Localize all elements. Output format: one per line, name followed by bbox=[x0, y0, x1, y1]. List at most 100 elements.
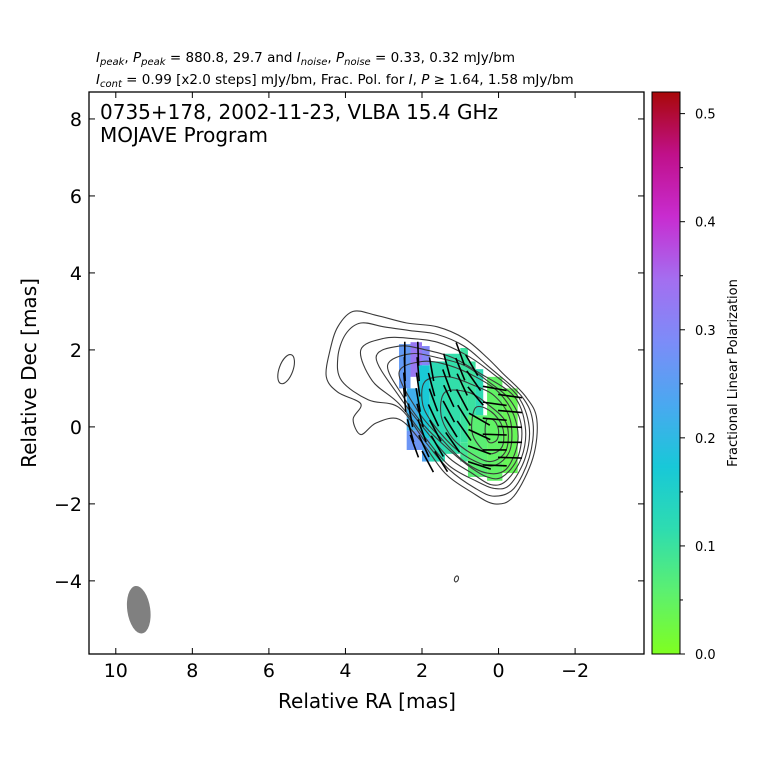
x-tick-label: 2 bbox=[416, 660, 428, 682]
evpa-vector bbox=[402, 372, 407, 397]
evpa-vector bbox=[428, 357, 435, 382]
colorbar-tick-label: 0.4 bbox=[695, 216, 716, 231]
plot-area bbox=[126, 310, 538, 634]
x-axis-title: Relative RA [mas] bbox=[278, 689, 456, 713]
evpa-vector bbox=[482, 401, 507, 407]
evpa-vector bbox=[416, 341, 420, 366]
header-line-1: Ipeak, Ppeak = 880.8, 29.7 and Inoise, P… bbox=[96, 50, 515, 68]
evpa-vector bbox=[415, 387, 422, 412]
frac-pol-cell bbox=[422, 346, 430, 366]
colorbar bbox=[652, 92, 680, 654]
evpa-vector bbox=[498, 409, 523, 414]
contour-level-4 bbox=[359, 336, 531, 490]
y-tick-label: −2 bbox=[54, 494, 82, 516]
plot-frame bbox=[88, 91, 645, 655]
evpa-vector bbox=[457, 404, 472, 426]
x-tick-label: −2 bbox=[561, 660, 589, 682]
evpa-vector bbox=[445, 431, 461, 453]
evpa-vector bbox=[428, 388, 439, 412]
evpa-vector bbox=[482, 433, 507, 436]
evpa-vector bbox=[498, 425, 523, 429]
evpa-vector bbox=[456, 420, 472, 442]
y-tick-label: 8 bbox=[70, 109, 82, 131]
contour-level-256 bbox=[471, 405, 505, 455]
contour-level-64 bbox=[421, 376, 513, 467]
evpa-vector bbox=[455, 357, 466, 381]
contour-level-1 bbox=[325, 310, 538, 505]
evpa-vector bbox=[465, 354, 479, 377]
evpa-vector bbox=[416, 403, 424, 428]
frac-pol-cell bbox=[406, 388, 419, 431]
axis-ticks: 10 8 6 4 2 0 −2 8 6 4 2 0 −2 −4 bbox=[54, 92, 644, 682]
contour-level-512 bbox=[484, 417, 500, 444]
evpa-vector bbox=[482, 417, 507, 422]
isolated-contour-2 bbox=[453, 575, 460, 583]
frac-pol-cell bbox=[410, 342, 422, 377]
plot-subtitle: MOJAVE Program bbox=[100, 123, 268, 147]
evpa-vector bbox=[468, 412, 491, 426]
x-tick-label: 6 bbox=[263, 660, 275, 682]
beam-shape bbox=[126, 585, 151, 634]
evpa-vector bbox=[427, 372, 436, 397]
colorbar-tick-label: 0.0 bbox=[695, 648, 716, 663]
evpa-vector bbox=[498, 456, 523, 459]
evpa-vector bbox=[443, 416, 458, 438]
frac-pol-cell bbox=[460, 347, 468, 443]
frac-pol-cell bbox=[467, 361, 476, 431]
plot-title: 0735+178, 2002-11-23, VLBA 15.4 GHz bbox=[100, 100, 498, 124]
y-tick-label: 4 bbox=[70, 263, 82, 285]
x-tick-label: 4 bbox=[339, 660, 351, 682]
y-axis-title: Relative Dec [mas] bbox=[17, 278, 41, 468]
frac-pol-cell bbox=[418, 365, 430, 439]
evpa-vector bbox=[467, 445, 491, 455]
y-tick-label: −4 bbox=[54, 571, 82, 593]
evpa-vector bbox=[442, 400, 456, 423]
evpa-vector bbox=[406, 418, 415, 443]
frac-pol-cell bbox=[429, 361, 445, 462]
evpa-vector bbox=[443, 353, 451, 378]
evpa-vector bbox=[482, 464, 507, 467]
x-tick-label: 0 bbox=[493, 660, 505, 682]
evpa-vector bbox=[468, 428, 491, 441]
evpa-vector bbox=[434, 450, 449, 473]
evpa-vectors bbox=[402, 341, 523, 473]
evpa-vector bbox=[429, 419, 442, 442]
colorbar-tick-label: 0.1 bbox=[695, 540, 716, 555]
y-tick-label: 2 bbox=[70, 340, 82, 362]
header-line-2: Icont = 0.99 [x2.0 steps] mJy/bm, Frac. … bbox=[96, 72, 574, 90]
evpa-vector bbox=[482, 385, 507, 392]
frac-pol-cell bbox=[460, 442, 468, 462]
colorbar-tick-label: 0.5 bbox=[695, 108, 716, 123]
colorbar-title: Fractional Linear Polarization bbox=[726, 279, 741, 467]
evpa-vector bbox=[403, 357, 406, 382]
frac-pol-cell bbox=[475, 369, 484, 416]
colorbar-tick-label: 0.2 bbox=[695, 432, 716, 447]
frac-pol-cell bbox=[502, 388, 518, 474]
evpa-vector bbox=[415, 372, 421, 397]
evpa-vector bbox=[467, 460, 492, 470]
colorbar-ticks: 0.0 0.1 0.2 0.3 0.4 0.5 bbox=[680, 108, 716, 663]
contour-level-2 bbox=[336, 322, 534, 497]
evpa-vector bbox=[417, 419, 427, 443]
evpa-vector bbox=[418, 434, 430, 458]
isolated-contour-1 bbox=[277, 354, 295, 385]
evpa-vector bbox=[498, 393, 523, 399]
evpa-vector bbox=[466, 370, 482, 391]
evpa-vector bbox=[455, 388, 469, 411]
beam-ellipse bbox=[126, 585, 151, 634]
evpa-vector bbox=[456, 373, 468, 396]
evpa-vector bbox=[442, 369, 452, 393]
evpa-vector bbox=[416, 357, 421, 382]
colorbar-frame bbox=[651, 91, 681, 655]
evpa-vector bbox=[427, 404, 440, 427]
evpa-vector bbox=[467, 386, 484, 406]
y-tick-label: 6 bbox=[70, 186, 82, 208]
colorbar-tick-label: 0.3 bbox=[695, 324, 716, 339]
x-tick-label: 8 bbox=[186, 660, 198, 682]
evpa-vector bbox=[402, 387, 407, 412]
y-tick-label: 0 bbox=[70, 417, 82, 439]
x-tick-label: 10 bbox=[104, 660, 128, 682]
evpa-vector bbox=[442, 384, 455, 408]
evpa-vector bbox=[421, 450, 435, 473]
